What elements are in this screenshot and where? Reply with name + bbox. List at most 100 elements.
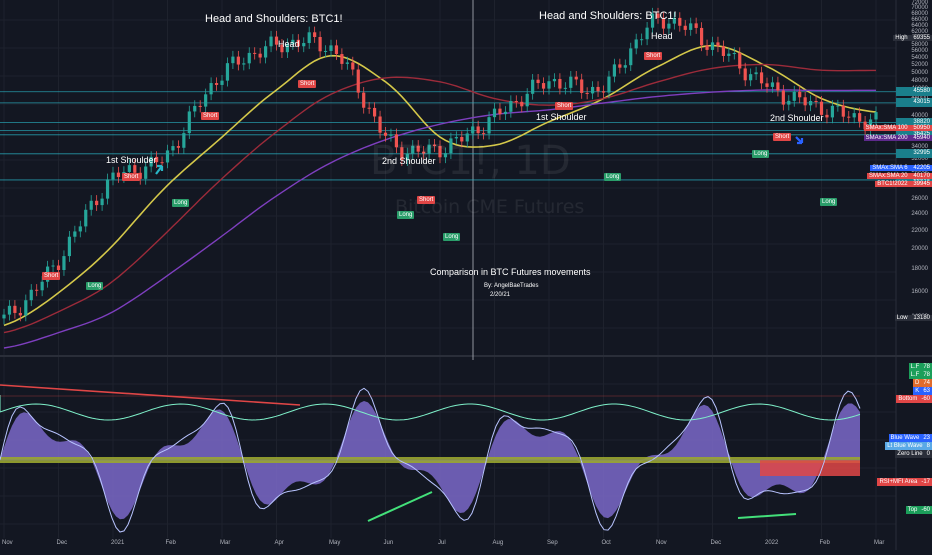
candle-body: [236, 56, 240, 65]
candle-body: [536, 79, 540, 84]
candle-body: [792, 91, 796, 101]
candle-body: [149, 156, 153, 167]
candle-body: [296, 39, 300, 47]
candle-body: [51, 265, 55, 267]
price-axis-tick: 64000: [911, 22, 928, 29]
candle-body: [847, 116, 851, 118]
oscillator-label: Zero Line 0: [895, 450, 932, 458]
left-1st-shoulder-label: 1st Shoulder: [106, 155, 157, 165]
short-signal-tag: Short: [298, 80, 317, 88]
candle-body: [100, 198, 104, 206]
candle-body: [127, 165, 131, 172]
candle-body: [193, 105, 197, 112]
time-axis-tick: Mar: [874, 540, 885, 546]
candle-body: [220, 80, 224, 85]
oscillator-label-value: -60: [919, 395, 932, 403]
price-label-value: 50950: [911, 125, 932, 131]
candle-body: [411, 145, 415, 154]
time-axis-tick: May: [329, 540, 341, 546]
candle-body: [231, 56, 235, 64]
candle-body: [492, 108, 497, 118]
candle-body: [40, 281, 44, 291]
candle-body: [514, 101, 518, 103]
time-axis-tick: 2021: [111, 540, 125, 546]
candle-body: [105, 179, 110, 199]
candle-body: [509, 101, 513, 112]
candle-body: [858, 113, 862, 122]
candle-body: [35, 289, 39, 291]
time-axis-tick: Dec: [710, 540, 722, 546]
candle-body: [672, 17, 676, 24]
candle-body: [787, 100, 791, 105]
candle-body: [819, 101, 824, 115]
candle-body: [171, 146, 175, 151]
candle-body: [78, 226, 82, 232]
candle-body: [803, 97, 807, 106]
blue-wave-negative-area: [0, 460, 860, 520]
candle-body: [432, 144, 437, 147]
candle-body: [427, 144, 431, 154]
candle-body: [525, 93, 529, 107]
candle-body: [323, 50, 328, 52]
price-label: BTC1!2022 39945: [875, 180, 932, 189]
candle-body: [29, 289, 33, 301]
price-label-value: 42205: [911, 165, 932, 171]
short-signal-tag: Short: [773, 133, 792, 141]
candle-body: [138, 172, 142, 179]
candle-body: [165, 150, 170, 163]
price-label-value: 40170: [911, 173, 932, 179]
candle-body: [541, 83, 546, 89]
candle-body: [776, 82, 780, 91]
price-label: Low 13180: [894, 314, 932, 323]
candle-body: [155, 156, 159, 163]
candle-body: [291, 39, 295, 45]
candle-body: [765, 83, 769, 87]
candle-body: [612, 64, 616, 77]
candle-body: [89, 200, 93, 210]
short-signal-tag: Short: [122, 173, 141, 181]
sma-line: [3, 63, 876, 334]
oscillator-label-value: 78: [921, 363, 932, 371]
candle-body: [176, 146, 180, 148]
price-axis-tick: 72000: [911, 0, 928, 6]
candle-body: [520, 101, 524, 107]
candle-body: [285, 44, 289, 53]
candle-body: [705, 45, 709, 50]
price-label-value: 39945: [911, 181, 932, 187]
candle-body: [574, 76, 578, 80]
oscillator-label-name: D: [912, 379, 922, 387]
candle-body: [111, 172, 115, 180]
candle-body: [334, 45, 339, 55]
candle-body: [798, 91, 802, 98]
candle-body: [242, 63, 246, 65]
short-signal-tag: Short: [42, 272, 61, 280]
candle-body: [62, 256, 66, 271]
candle-body: [634, 39, 638, 49]
candle-body: [596, 86, 600, 92]
oscillator-label-value: -17: [919, 478, 932, 486]
oscillator-label: Bottom -60: [896, 395, 932, 403]
candle-body: [340, 54, 344, 64]
candle-body: [422, 151, 426, 154]
arrow-up-icon: [155, 164, 164, 175]
candle-body: [749, 74, 753, 81]
candle-body: [345, 62, 349, 64]
oscillator-label-value: 78: [921, 371, 932, 379]
time-axis-tick: Jul: [438, 540, 446, 546]
level-price-box: 38820: [896, 118, 932, 128]
candle-body: [721, 46, 725, 56]
candle-body: [405, 153, 409, 161]
short-signal-tag: Short: [417, 196, 436, 204]
candle-body: [601, 91, 606, 93]
oscillator-label-name: RSI+MFI Area: [877, 478, 920, 486]
divergence-line: [0, 384, 301, 406]
candle-body: [67, 236, 71, 257]
time-axis-tick: Dec: [56, 540, 68, 546]
price-axis-tick: 58000: [911, 41, 928, 48]
candle-body: [264, 46, 268, 58]
candle-body: [214, 83, 219, 85]
price-label-value: 69355: [911, 35, 932, 41]
price-axis-tick: 54000: [911, 55, 928, 62]
